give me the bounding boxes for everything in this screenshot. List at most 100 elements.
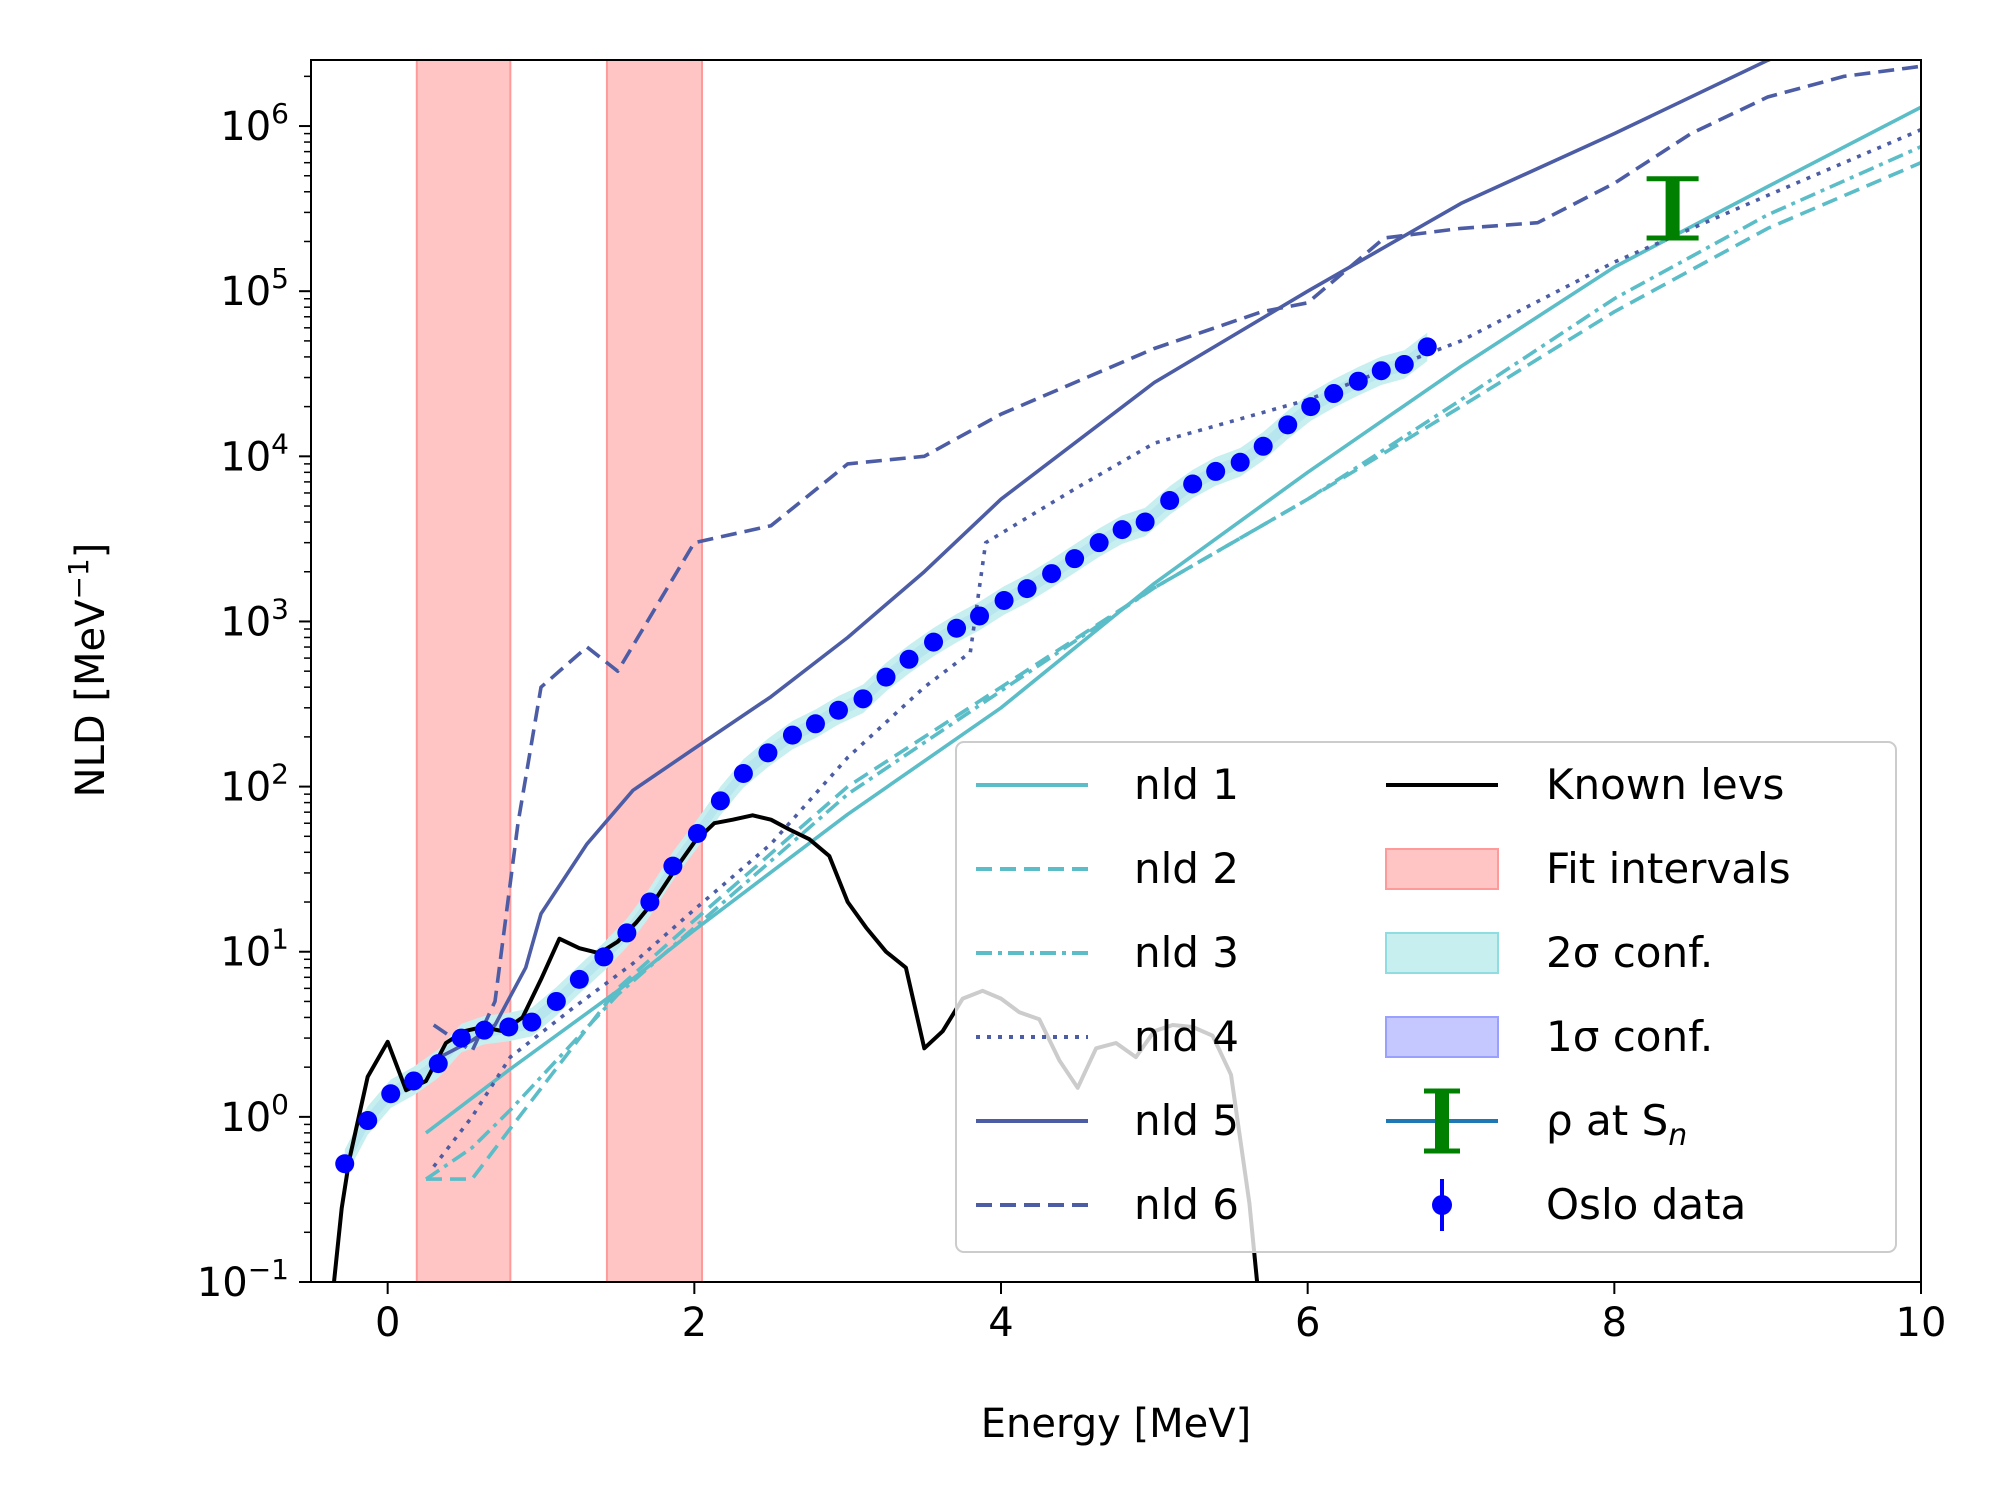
series-layer [332, 60, 1921, 1282]
legend-label: nld 5 [1134, 1096, 1239, 1145]
oslo-data-point [1253, 436, 1273, 456]
legend-patch-handle [1385, 848, 1499, 890]
oslo-data-point [594, 947, 614, 967]
legend-point-marker [1432, 1195, 1452, 1215]
oslo-data-point [1065, 549, 1085, 569]
y-axis: 10−1 100 101 102 103 104 105 106 [197, 75, 311, 1306]
x-tick-label: 0 [375, 1300, 400, 1346]
oslo-data-point [1230, 452, 1250, 472]
oslo-data-point [782, 725, 802, 745]
oslo-data-point [1278, 415, 1298, 435]
oslo-data-point [994, 590, 1014, 610]
x-tick-label: 2 [682, 1300, 707, 1346]
oslo-data-point [640, 892, 660, 912]
oslo-data-point [617, 923, 637, 943]
fit-intervals-layer [415, 60, 704, 1282]
y-tick-label: 100 [220, 1088, 289, 1141]
legend-label: ρ at Sn [1546, 1096, 1687, 1153]
legend-item-1-conf: 1σ conf. [1385, 1012, 1713, 1061]
fit-interval-2 [605, 60, 704, 1282]
series-nld-2 [426, 161, 1921, 1181]
oslo-points-layer [335, 337, 1437, 1174]
x-tick-label: 8 [1602, 1300, 1627, 1346]
y-axis-label: NLD [MeV−1] [62, 543, 114, 798]
oslo-data-point [404, 1071, 424, 1091]
oslo-data-point [758, 743, 778, 763]
oslo-data-point [805, 714, 825, 734]
legend-patch-handle [1385, 932, 1499, 974]
oslo-data-point [428, 1054, 448, 1074]
legend-patch-handle [1385, 1016, 1499, 1058]
legend-item-nld-1: nld 1 [976, 760, 1239, 809]
y-tick-label: 10−1 [197, 1253, 289, 1306]
oslo-data-point [522, 1012, 542, 1032]
x-axis-label: Energy [MeV] [981, 1401, 1251, 1447]
oslo-data-point [546, 991, 566, 1011]
legend-label: nld 1 [1134, 760, 1239, 809]
y-tick-label: 106 [220, 97, 289, 150]
oslo-data-point [899, 649, 919, 669]
oslo-data-point [1160, 491, 1180, 511]
legend-item-fit-intervals: Fit intervals [1385, 844, 1791, 893]
legend-item--at-s: ρ at Sn [1386, 1088, 1687, 1154]
oslo-data-point [1301, 397, 1321, 417]
legend-item-nld-6: nld 6 [976, 1180, 1239, 1229]
legend-item-2-conf: 2σ conf. [1385, 928, 1713, 977]
legend-item-nld-3: nld 3 [976, 928, 1239, 977]
oslo-data-point [1417, 337, 1437, 357]
oslo-data-point [335, 1154, 355, 1174]
oslo-data-point [1042, 564, 1062, 584]
legend-label: nld 4 [1134, 1012, 1239, 1061]
legend-label: Oslo data [1546, 1180, 1746, 1229]
series-nld-6 [432, 64, 1921, 1053]
legend-label: nld 6 [1134, 1180, 1239, 1229]
legend-item-nld-2: nld 2 [976, 844, 1239, 893]
legend-box [955, 741, 1897, 1253]
oslo-data-point [1206, 461, 1226, 481]
x-tick-label: 10 [1896, 1300, 1947, 1346]
oslo-data-point [1135, 512, 1155, 532]
oslo-data-point [381, 1084, 401, 1104]
legend-label: Known levs [1546, 760, 1784, 809]
legend-item-nld-5: nld 5 [976, 1096, 1239, 1145]
oslo-data-point [1183, 474, 1203, 494]
series-nld-5 [432, 60, 1774, 1062]
oslo-data-point [569, 969, 589, 989]
series-nld-1 [424, 105, 1921, 1135]
oslo-data-point [499, 1017, 519, 1037]
oslo-data-point [663, 856, 683, 876]
y-tick-label: 102 [220, 758, 289, 811]
oslo-data-point [947, 618, 967, 638]
oslo-data-point [1324, 384, 1344, 404]
oslo-data-point [451, 1028, 471, 1048]
legend-label: 2σ conf. [1546, 928, 1713, 977]
oslo-data-point [710, 791, 730, 811]
series-nld-3 [424, 145, 1921, 1181]
oslo-data-point [687, 823, 707, 843]
oslo-data-point [1089, 533, 1109, 553]
legend-label: nld 2 [1134, 844, 1239, 893]
series-nld-4 [432, 128, 1921, 1168]
x-tick-label: 6 [1295, 1300, 1320, 1346]
fit-interval-1 [415, 60, 512, 1282]
rho-errorbar-layer [1646, 176, 1699, 241]
legend-label: nld 3 [1134, 928, 1239, 977]
legend-item-nld-4: nld 4 [976, 1012, 1239, 1061]
oslo-data-point [733, 764, 753, 784]
legend-item-known-levs: Known levs [1386, 760, 1784, 809]
y-tick-label: 101 [220, 923, 289, 976]
oslo-data-point [1394, 354, 1414, 374]
y-tick-label: 103 [220, 592, 289, 645]
oslo-data-point [1112, 520, 1132, 540]
oslo-data-point [1371, 361, 1391, 381]
y-tick-label: 105 [220, 262, 289, 315]
oslo-data-point [1017, 579, 1037, 599]
oslo-data-point [828, 700, 848, 720]
oslo-data-point [1348, 371, 1368, 391]
x-axis: 0 2 4 6 8 10 [375, 1282, 1947, 1346]
oslo-data-point [970, 606, 990, 626]
oslo-data-point [358, 1111, 378, 1131]
oslo-data-point [876, 667, 896, 687]
legend-label: Fit intervals [1546, 844, 1791, 893]
